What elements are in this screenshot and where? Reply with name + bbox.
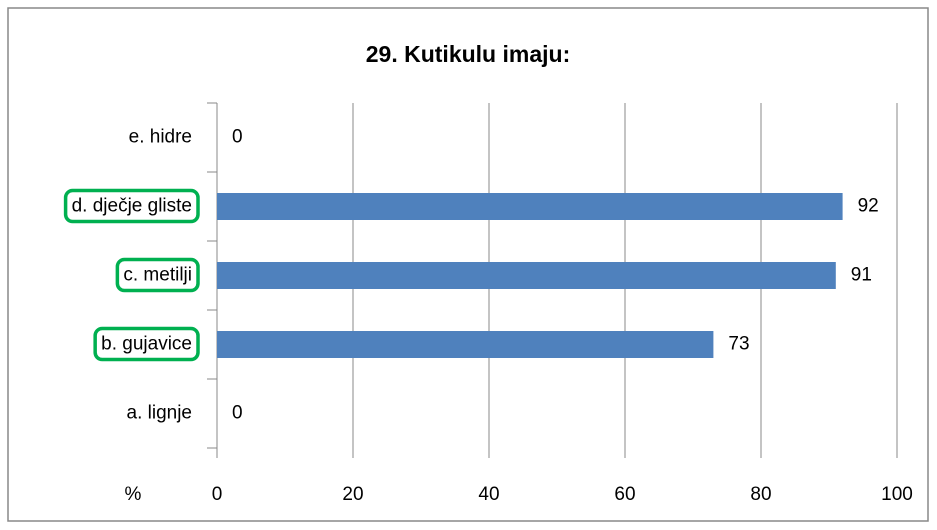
x-tick-label: 100 <box>881 484 913 505</box>
y-tick-label: c. metilji <box>123 265 192 286</box>
data-label: 91 <box>851 265 872 286</box>
data-label: 0 <box>232 403 243 424</box>
data-label: 92 <box>858 196 879 217</box>
x-tick-label: 0 <box>212 484 223 505</box>
y-tick-label: b. gujavice <box>101 334 192 355</box>
bar <box>217 331 714 358</box>
x-axis-label: % <box>125 484 142 505</box>
x-tick-label: 60 <box>614 484 635 505</box>
y-tick-label: e. hidre <box>129 127 192 148</box>
x-tick-label: 80 <box>750 484 771 505</box>
x-tick-label: 20 <box>342 484 363 505</box>
bar <box>217 193 843 220</box>
y-tick-label: a. lignje <box>127 403 193 424</box>
y-tick-label: d. dječje gliste <box>72 196 192 217</box>
x-tick-label: 40 <box>478 484 499 505</box>
highlight-box <box>115 257 200 293</box>
data-label: 73 <box>728 334 749 355</box>
highlight-box <box>93 326 200 362</box>
highlight-box <box>63 188 200 224</box>
data-label: 0 <box>232 127 243 148</box>
bar <box>217 262 836 289</box>
chart-title: 29. Kutikulu imaju: <box>366 41 570 67</box>
